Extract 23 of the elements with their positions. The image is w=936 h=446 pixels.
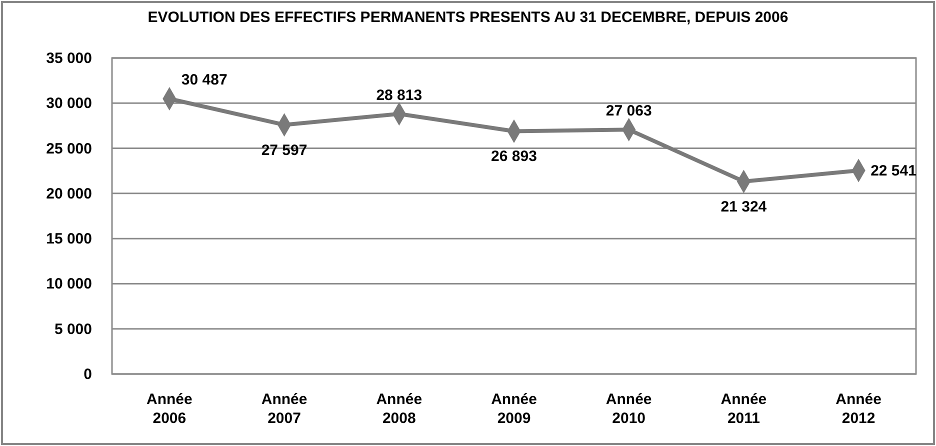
x-tick-label: Année 2009 xyxy=(491,391,537,427)
x-tick-label: Année 2007 xyxy=(261,391,308,427)
chart-title: EVOLUTION DES EFFECTIFS PERMANENTS PRESENTS AU 31 DECEMBRE, DEPUIS 2006 xyxy=(148,9,788,26)
x-tick-label: Année 2008 xyxy=(376,391,422,427)
y-tick-label: 15 000 xyxy=(46,230,92,248)
y-tick-label: 5 000 xyxy=(54,320,92,338)
x-tick-label: Année 2006 xyxy=(146,391,192,427)
y-tick-label: 30 000 xyxy=(46,95,92,112)
y-tick-label: 20 000 xyxy=(46,185,92,202)
x-tick-label: Année 2011 xyxy=(720,391,767,427)
y-tick-label: 0 xyxy=(84,366,92,383)
data-label: 21 324 xyxy=(720,198,768,216)
x-tick-label: Année 2010 xyxy=(606,391,652,427)
y-tick-label: 25 000 xyxy=(46,140,92,158)
data-label: 30 487 xyxy=(181,72,228,89)
data-label: 22 541 xyxy=(870,162,916,180)
data-label: 28 813 xyxy=(376,86,422,104)
data-label: 27 063 xyxy=(606,102,652,120)
x-tick-label: Année 2012 xyxy=(836,391,882,427)
y-tick-label: 35 000 xyxy=(46,50,92,67)
y-tick-label: 10 000 xyxy=(46,276,92,293)
data-label: 27 597 xyxy=(261,142,308,159)
data-label: 26 893 xyxy=(491,148,537,166)
